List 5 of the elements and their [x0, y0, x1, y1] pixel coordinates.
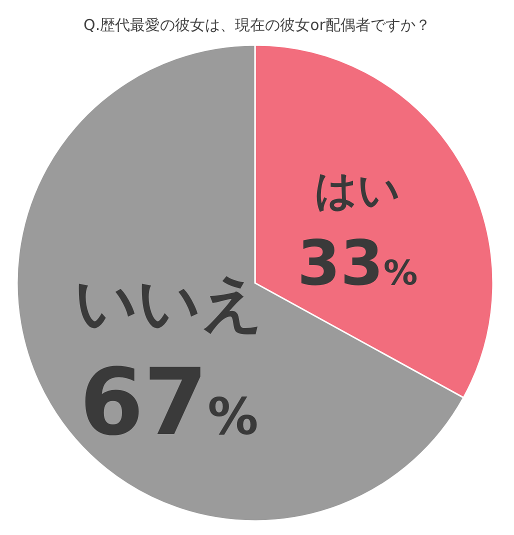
- chart-title: Q.歴代最愛の彼女は、現在の彼女or配偶者ですか？: [84, 16, 430, 34]
- data-label: 67%: [80, 348, 258, 456]
- slice-label: いいえ: [74, 266, 264, 339]
- slice-label: はい: [314, 165, 400, 214]
- data-label: 33%: [297, 226, 418, 300]
